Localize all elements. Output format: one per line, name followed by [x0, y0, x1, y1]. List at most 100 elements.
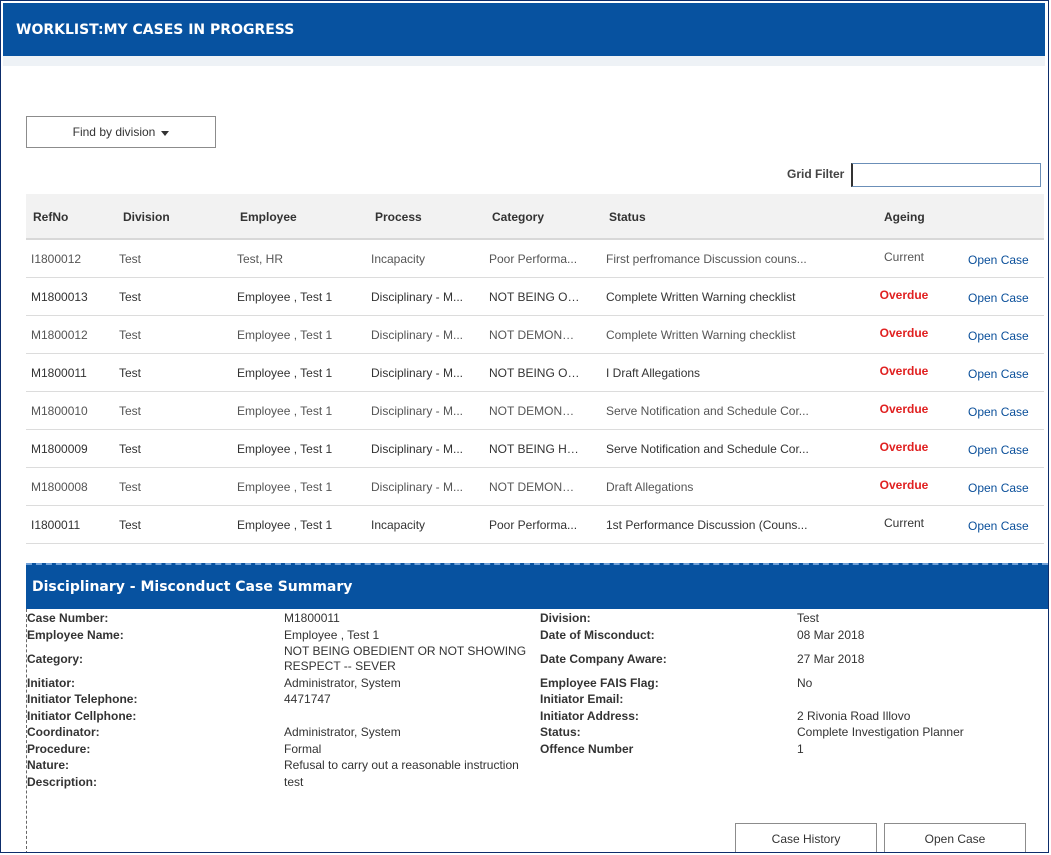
- open-case-link[interactable]: Open Case: [968, 291, 1029, 305]
- refno-cell: M1800008: [31, 480, 88, 494]
- status-cell: Serve Notification and Schedule Cor...: [606, 404, 809, 418]
- case-history-button[interactable]: Case History: [735, 823, 877, 852]
- summary-label: Case Number:: [27, 611, 109, 625]
- summary-label: Initiator Cellphone:: [27, 709, 137, 723]
- category-cell: NOT BEING OB...: [489, 366, 582, 380]
- summary-label: Initiator Address:: [540, 709, 639, 723]
- refno-cell: M1800012: [31, 328, 88, 342]
- status-cell: I Draft Allegations: [606, 366, 701, 380]
- status-cell: Serve Notification and Schedule Cor...: [606, 442, 809, 456]
- summary-label: Division:: [540, 611, 591, 625]
- employee-cell: Employee , Test 1: [237, 480, 333, 494]
- summary-label: Employee FAIS Flag:: [540, 676, 659, 690]
- summary-label: Offence Number: [540, 742, 634, 756]
- refno-cell: M1800011: [31, 366, 87, 380]
- refno-cell: M1800009: [31, 442, 88, 456]
- refno-cell: M1800013: [31, 290, 88, 304]
- table-row[interactable]: M1800010 Test Employee , Test 1 Disciplinar…: [26, 392, 1044, 430]
- summary-value: Complete Investigation Planner: [797, 725, 964, 739]
- column-header-division[interactable]: Division: [123, 210, 170, 224]
- status-cell: Complete Written Warning checklist: [606, 290, 796, 304]
- table-row[interactable]: I1800011 Test Employee , Test 1 Incapacity P…: [26, 506, 1044, 544]
- summary-label: Employee Name:: [27, 628, 124, 642]
- division-cell: Test: [119, 480, 142, 494]
- summary-value: Formal: [284, 742, 322, 756]
- table-row[interactable]: I1800012 Test Test, HR Incapacity Poor Perfo…: [26, 240, 1044, 278]
- division-cell: Test: [119, 404, 142, 418]
- process-cell: Disciplinary - M...: [371, 442, 464, 456]
- process-cell: Disciplinary - M...: [371, 290, 464, 304]
- status-cell: Complete Written Warning checklist: [606, 328, 796, 342]
- ageing-cell: Overdue: [879, 402, 929, 416]
- column-header-process[interactable]: Process: [375, 210, 422, 224]
- employee-cell: Employee , Test 1: [237, 442, 333, 456]
- category-cell: NOT BEING HO...: [489, 442, 582, 456]
- process-cell: Incapacity: [371, 518, 426, 532]
- process-cell: Disciplinary - M...: [371, 404, 464, 418]
- column-header-ageing[interactable]: Ageing: [884, 210, 925, 224]
- summary-value: Test: [797, 611, 820, 625]
- grid-filter-input[interactable]: [851, 163, 1041, 187]
- division-cell: Test: [119, 290, 142, 304]
- column-header-status[interactable]: Status: [609, 210, 646, 224]
- category-cell: Poor Performa...: [489, 252, 578, 266]
- open-case-link[interactable]: Open Case: [968, 405, 1029, 419]
- open-case-link[interactable]: Open Case: [968, 329, 1029, 343]
- open-case-link[interactable]: Open Case: [968, 253, 1029, 267]
- table-row[interactable]: M1800009 Test Employee , Test 1 Disciplinar…: [26, 430, 1044, 468]
- division-cell: Test: [119, 366, 142, 380]
- division-cell: Test: [119, 442, 142, 456]
- open-case-link[interactable]: Open Case: [968, 519, 1029, 533]
- summary-value: 1: [797, 742, 804, 756]
- summary-value: Administrator, System: [284, 676, 401, 690]
- case-summary-panel: Case Number: M1800011 Employee Name: Employ…: [26, 609, 1048, 852]
- column-header-employee[interactable]: Employee: [240, 210, 297, 224]
- ageing-cell: Overdue: [879, 364, 929, 378]
- refno-cell: M1800010: [31, 404, 88, 418]
- column-header-category[interactable]: Category: [492, 210, 545, 224]
- summary-value: M1800011: [284, 611, 340, 625]
- page-header: WORKLIST:MY CASES IN PROGRESS: [3, 3, 1045, 56]
- column-header-refno[interactable]: RefNo: [33, 210, 69, 224]
- table-row[interactable]: M1800012 Test Employee , Test 1 Disciplinar…: [26, 316, 1044, 354]
- employee-cell: Test, HR: [237, 252, 284, 266]
- grid-filter-label: Grid Filter: [787, 167, 845, 181]
- open-case-link[interactable]: Open Case: [968, 481, 1029, 495]
- summary-value: Employee , Test 1: [284, 628, 380, 642]
- summary-value: Administrator, System: [284, 725, 401, 739]
- employee-cell: Employee , Test 1: [237, 518, 333, 532]
- summary-value: 4471747: [284, 692, 331, 706]
- division-cell: Test: [119, 252, 142, 266]
- summary-value: 27 Mar 2018: [797, 652, 865, 666]
- refno-cell: I1800012: [31, 252, 82, 266]
- summary-label: Nature:: [27, 758, 70, 772]
- cases-table: RefNo Division Employee Process Category…: [26, 194, 1044, 544]
- open-case-button[interactable]: Open Case: [884, 823, 1026, 852]
- employee-cell: Employee , Test 1: [237, 290, 333, 304]
- category-cell: NOT BEING OB...: [489, 290, 582, 304]
- summary-label: Initiator Telephone:: [27, 692, 138, 706]
- summary-value: NOT BEING OBEDIENT OR NOT SHOWING RESPEC…: [284, 644, 527, 673]
- table-row[interactable]: M1800011 Test Employee , Test 1 Disciplinar…: [26, 354, 1044, 392]
- summary-label: Initiator Email:: [540, 692, 624, 706]
- summary-label: Procedure:: [27, 742, 91, 756]
- table-body: I1800012 Test Test, HR Incapacity Poor Perfo…: [26, 240, 1044, 544]
- division-cell: Test: [119, 328, 142, 342]
- case-summary-title: Disciplinary - Misconduct Case Summary: [32, 579, 353, 595]
- status-cell: 1st Performance Discussion (Couns...: [606, 518, 808, 532]
- process-cell: Incapacity: [371, 252, 426, 266]
- category-cell: NOT DEMONST...: [489, 404, 582, 418]
- table-row[interactable]: M1800008 Test Employee , Test 1 Disciplinar…: [26, 468, 1044, 506]
- summary-label: Description:: [27, 775, 98, 789]
- case-summary-header: Disciplinary - Misconduct Case Summary: [26, 563, 1048, 609]
- status-cell: Draft Allegations: [606, 480, 694, 494]
- open-case-link[interactable]: Open Case: [968, 367, 1029, 381]
- summary-label: Status:: [540, 725, 581, 739]
- category-cell: NOT DEMONST...: [489, 480, 582, 494]
- open-case-link[interactable]: Open Case: [968, 443, 1029, 457]
- summary-label: Initiator:: [27, 676, 75, 690]
- summary-value: Refusal to carry out a reasonable instru…: [284, 758, 519, 772]
- table-row[interactable]: M1800013 Test Employee , Test 1 Disciplinar…: [26, 278, 1044, 316]
- find-by-division-dropdown[interactable]: Find by division: [26, 116, 216, 148]
